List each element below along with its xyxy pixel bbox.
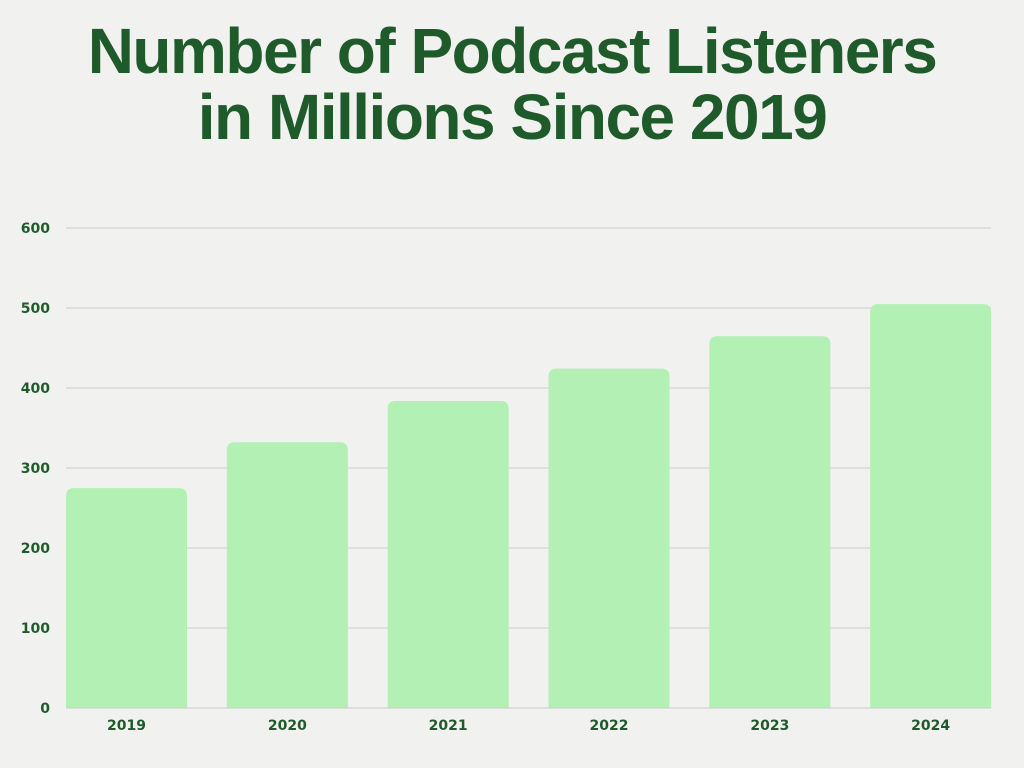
bar-2024 xyxy=(870,304,992,708)
y-tick-label: 100 xyxy=(21,621,50,637)
chart-title-line-1: Number of Podcast Listeners xyxy=(87,15,938,87)
y-tick-label: 300 xyxy=(21,461,50,477)
x-tick-label: 2024 xyxy=(911,718,950,734)
x-tick-label: 2022 xyxy=(590,718,629,734)
y-tick-label: 600 xyxy=(21,221,50,237)
x-tick-label: 2021 xyxy=(429,718,468,734)
y-tick-label: 400 xyxy=(21,381,50,397)
bar-2023 xyxy=(709,336,831,708)
x-tick-label: 2019 xyxy=(107,718,146,734)
bar-2022 xyxy=(548,368,670,708)
chart-title-line-2: in Millions Since 2019 xyxy=(197,81,828,153)
y-tick-label: 0 xyxy=(40,701,50,717)
bar-2021 xyxy=(387,401,509,708)
x-tick-label: 2020 xyxy=(268,718,307,734)
bar-2019 xyxy=(66,488,187,708)
x-tick-label: 2023 xyxy=(750,718,789,734)
bar-2020 xyxy=(226,442,348,708)
y-tick-label: 500 xyxy=(21,301,50,317)
y-tick-label: 200 xyxy=(21,541,50,557)
chart-title: Number of Podcast Listeners in Millions … xyxy=(0,18,1024,150)
